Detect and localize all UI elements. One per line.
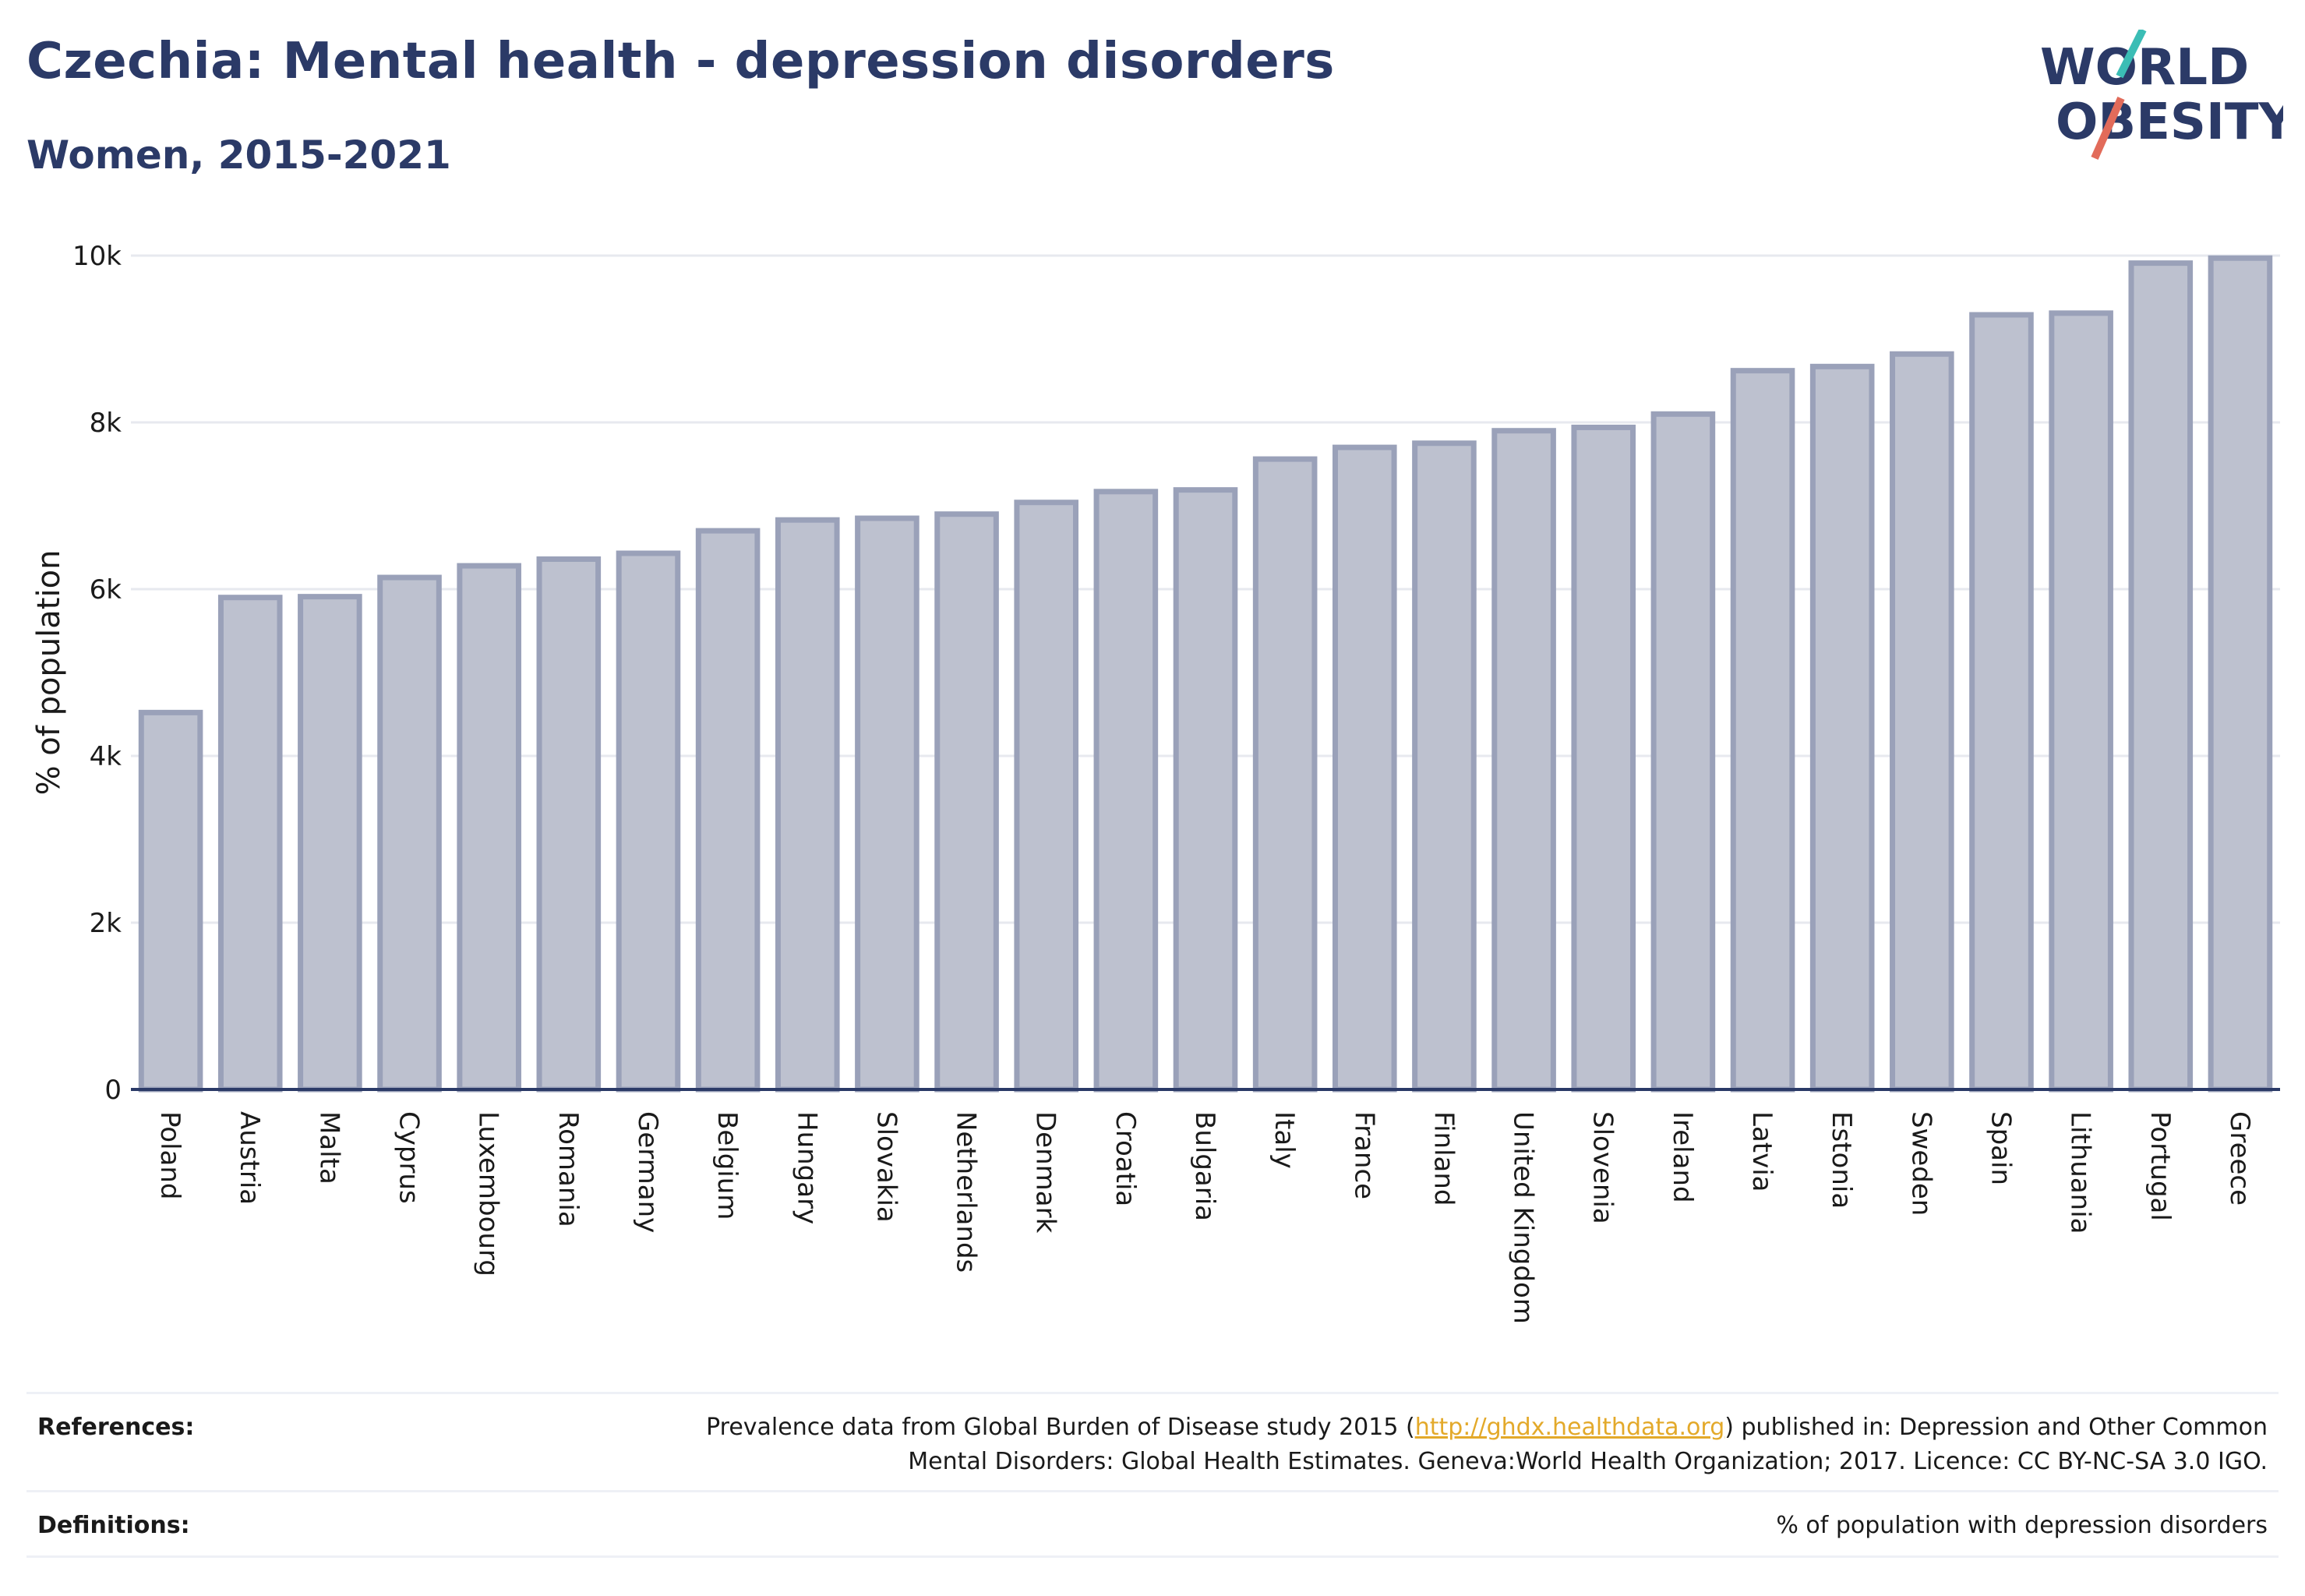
bar xyxy=(1412,440,1477,1093)
bar xyxy=(457,563,521,1093)
footer-definitions: Definitions: % of population with depres… xyxy=(26,1509,2279,1555)
x-category-label: Latvia xyxy=(1746,1111,1777,1192)
x-category-label: Malta xyxy=(313,1111,344,1185)
bar xyxy=(1173,487,1238,1093)
x-category-label: Poland xyxy=(154,1111,185,1200)
bar xyxy=(1014,500,1078,1093)
references-label: References: xyxy=(37,1414,195,1441)
x-category-label: Ireland xyxy=(1667,1111,1698,1203)
chart-title: Czechia: Mental health - depression diso… xyxy=(26,33,1335,90)
y-tick-label: 0 xyxy=(104,1075,122,1106)
footer-divider-top xyxy=(26,1392,2279,1394)
x-category-label: Luxembourg xyxy=(473,1111,504,1276)
x-category-label: Austria xyxy=(234,1111,265,1205)
x-category-label: Estonia xyxy=(1826,1111,1857,1209)
chart-subtitle: Women, 2015-2021 xyxy=(26,132,451,178)
bar xyxy=(695,528,761,1093)
world-obesity-logo: WORLD OBESITY xyxy=(2040,30,2283,161)
bar xyxy=(1571,424,1636,1093)
x-category-label: Finland xyxy=(1428,1111,1459,1206)
footer-divider-bottom xyxy=(26,1555,2279,1558)
bar xyxy=(377,574,442,1093)
x-category-label: Portugal xyxy=(2144,1111,2176,1221)
bar xyxy=(298,594,362,1093)
y-axis-label: % of population xyxy=(31,550,67,796)
x-category-label: Slovakia xyxy=(870,1111,902,1223)
logo-line2: OBESITY xyxy=(2056,94,2283,151)
x-category-label: Slovenia xyxy=(1587,1111,1618,1224)
x-category-label: Netherlands xyxy=(951,1111,982,1273)
footer-references: References: Prevalence data from Global … xyxy=(26,1411,2279,1496)
definitions-label: Definitions: xyxy=(37,1512,190,1539)
x-category-label: Hungary xyxy=(791,1111,822,1224)
bar xyxy=(1730,368,1795,1093)
definitions-text: % of population with depression disorder… xyxy=(1776,1512,2268,1539)
bar xyxy=(1491,428,1556,1093)
bar xyxy=(2049,310,2113,1093)
bar xyxy=(1333,444,1397,1093)
x-category-label: Denmark xyxy=(1030,1111,1061,1234)
bar-chart: 0 2k 4k 6k 8k 10k Poland Austria Malta Cyprus Luxe… xyxy=(31,241,2280,1324)
bar xyxy=(616,550,681,1093)
x-category-label: France xyxy=(1348,1111,1379,1199)
x-category-label: Greece xyxy=(2224,1111,2255,1206)
x-category-label: Sweden xyxy=(1905,1111,1936,1216)
x-category-label: Cyprus xyxy=(394,1111,425,1204)
bar xyxy=(1650,411,1716,1093)
x-category-label: Romania xyxy=(552,1111,584,1227)
y-tick-label: 2k xyxy=(90,908,122,939)
bar xyxy=(1809,363,1875,1093)
references-line1-after: ) published in: Depression and Other Com… xyxy=(1724,1414,2268,1441)
x-category-label: Italy xyxy=(1269,1111,1300,1169)
bar xyxy=(217,595,283,1093)
x-category-label: Bulgaria xyxy=(1189,1111,1220,1221)
bar xyxy=(1890,351,1954,1093)
y-tick-label: 6k xyxy=(90,574,122,606)
x-category-label: Germany xyxy=(632,1111,663,1233)
references-line2: Mental Disorders: Global Health Estimate… xyxy=(908,1448,2268,1475)
logo-line1: WORLD xyxy=(2040,39,2249,97)
bar xyxy=(1969,312,2034,1093)
references-line1-before: Prevalence data from Global Burden of Di… xyxy=(706,1414,1415,1441)
y-tick-label: 10k xyxy=(72,241,122,272)
x-category-label: Croatia xyxy=(1110,1111,1141,1206)
bar xyxy=(1093,489,1159,1093)
bar xyxy=(1252,456,1318,1093)
x-category-label: Spain xyxy=(1985,1111,2016,1185)
x-category-label: United Kingdom xyxy=(1508,1111,1539,1324)
y-tick-label: 4k xyxy=(90,741,122,772)
references-text: Prevalence data from Global Burden of Di… xyxy=(706,1411,2268,1479)
bar xyxy=(2128,260,2194,1093)
bar xyxy=(855,515,920,1093)
y-tick-label: 8k xyxy=(90,408,122,439)
bar xyxy=(934,511,999,1093)
logo-slash-teal xyxy=(2116,30,2147,79)
bar xyxy=(138,709,203,1093)
bar xyxy=(775,517,840,1093)
x-category-label: Belgium xyxy=(711,1111,743,1220)
footer-divider-middle xyxy=(26,1490,2279,1492)
bar xyxy=(536,556,602,1093)
logo-slash-red xyxy=(2091,96,2125,161)
x-category-label: Lithuania xyxy=(2065,1111,2096,1234)
bar xyxy=(2208,255,2273,1093)
references-link[interactable]: http://ghdx.healthdata.org xyxy=(1414,1414,1725,1441)
